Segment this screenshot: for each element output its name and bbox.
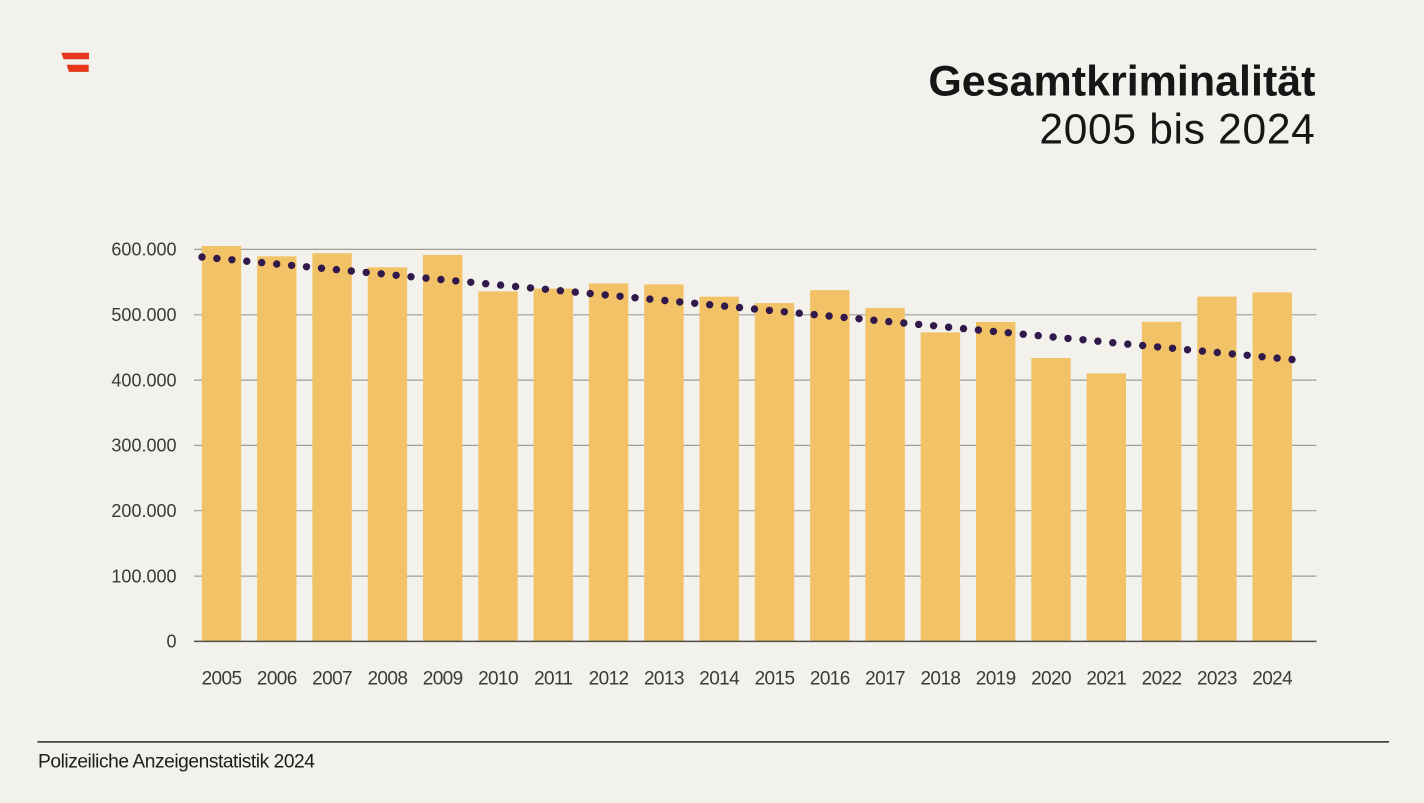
svg-text:2009: 2009	[423, 669, 463, 690]
svg-text:2011: 2011	[534, 669, 572, 690]
svg-text:Gesamtkriminalität: Gesamtkriminalität	[928, 58, 1315, 106]
svg-text:2022: 2022	[1142, 669, 1182, 690]
svg-text:100.000: 100.000	[111, 566, 176, 586]
svg-text:2005: 2005	[202, 669, 242, 690]
svg-text:2014: 2014	[699, 669, 740, 690]
svg-text:600.000: 600.000	[111, 240, 176, 260]
svg-text:2013: 2013	[644, 669, 684, 690]
svg-text:2008: 2008	[367, 669, 407, 690]
svg-text:2016: 2016	[810, 669, 850, 690]
svg-text:2017: 2017	[865, 669, 905, 690]
svg-text:2024: 2024	[1252, 669, 1293, 690]
svg-text:2006: 2006	[257, 669, 297, 690]
svg-text:2007: 2007	[312, 669, 352, 690]
svg-text:2019: 2019	[976, 669, 1016, 690]
svg-text:2021: 2021	[1086, 669, 1126, 690]
svg-text:Polizeiliche Anzeigenstatistik: Polizeiliche Anzeigenstatistik 2024	[38, 752, 315, 773]
svg-text:0: 0	[166, 632, 176, 652]
svg-text:200.000: 200.000	[111, 501, 176, 521]
svg-text:500.000: 500.000	[111, 305, 176, 325]
svg-text:400.000: 400.000	[111, 370, 176, 390]
svg-text:2005 bis 2024: 2005 bis 2024	[1039, 107, 1315, 154]
svg-text:2020: 2020	[1031, 669, 1071, 690]
svg-text:2012: 2012	[589, 669, 629, 690]
svg-text:2015: 2015	[755, 669, 795, 690]
svg-text:2010: 2010	[478, 669, 518, 690]
svg-text:300.000: 300.000	[111, 436, 176, 456]
svg-text:2018: 2018	[920, 669, 960, 690]
svg-text:2023: 2023	[1197, 669, 1237, 690]
